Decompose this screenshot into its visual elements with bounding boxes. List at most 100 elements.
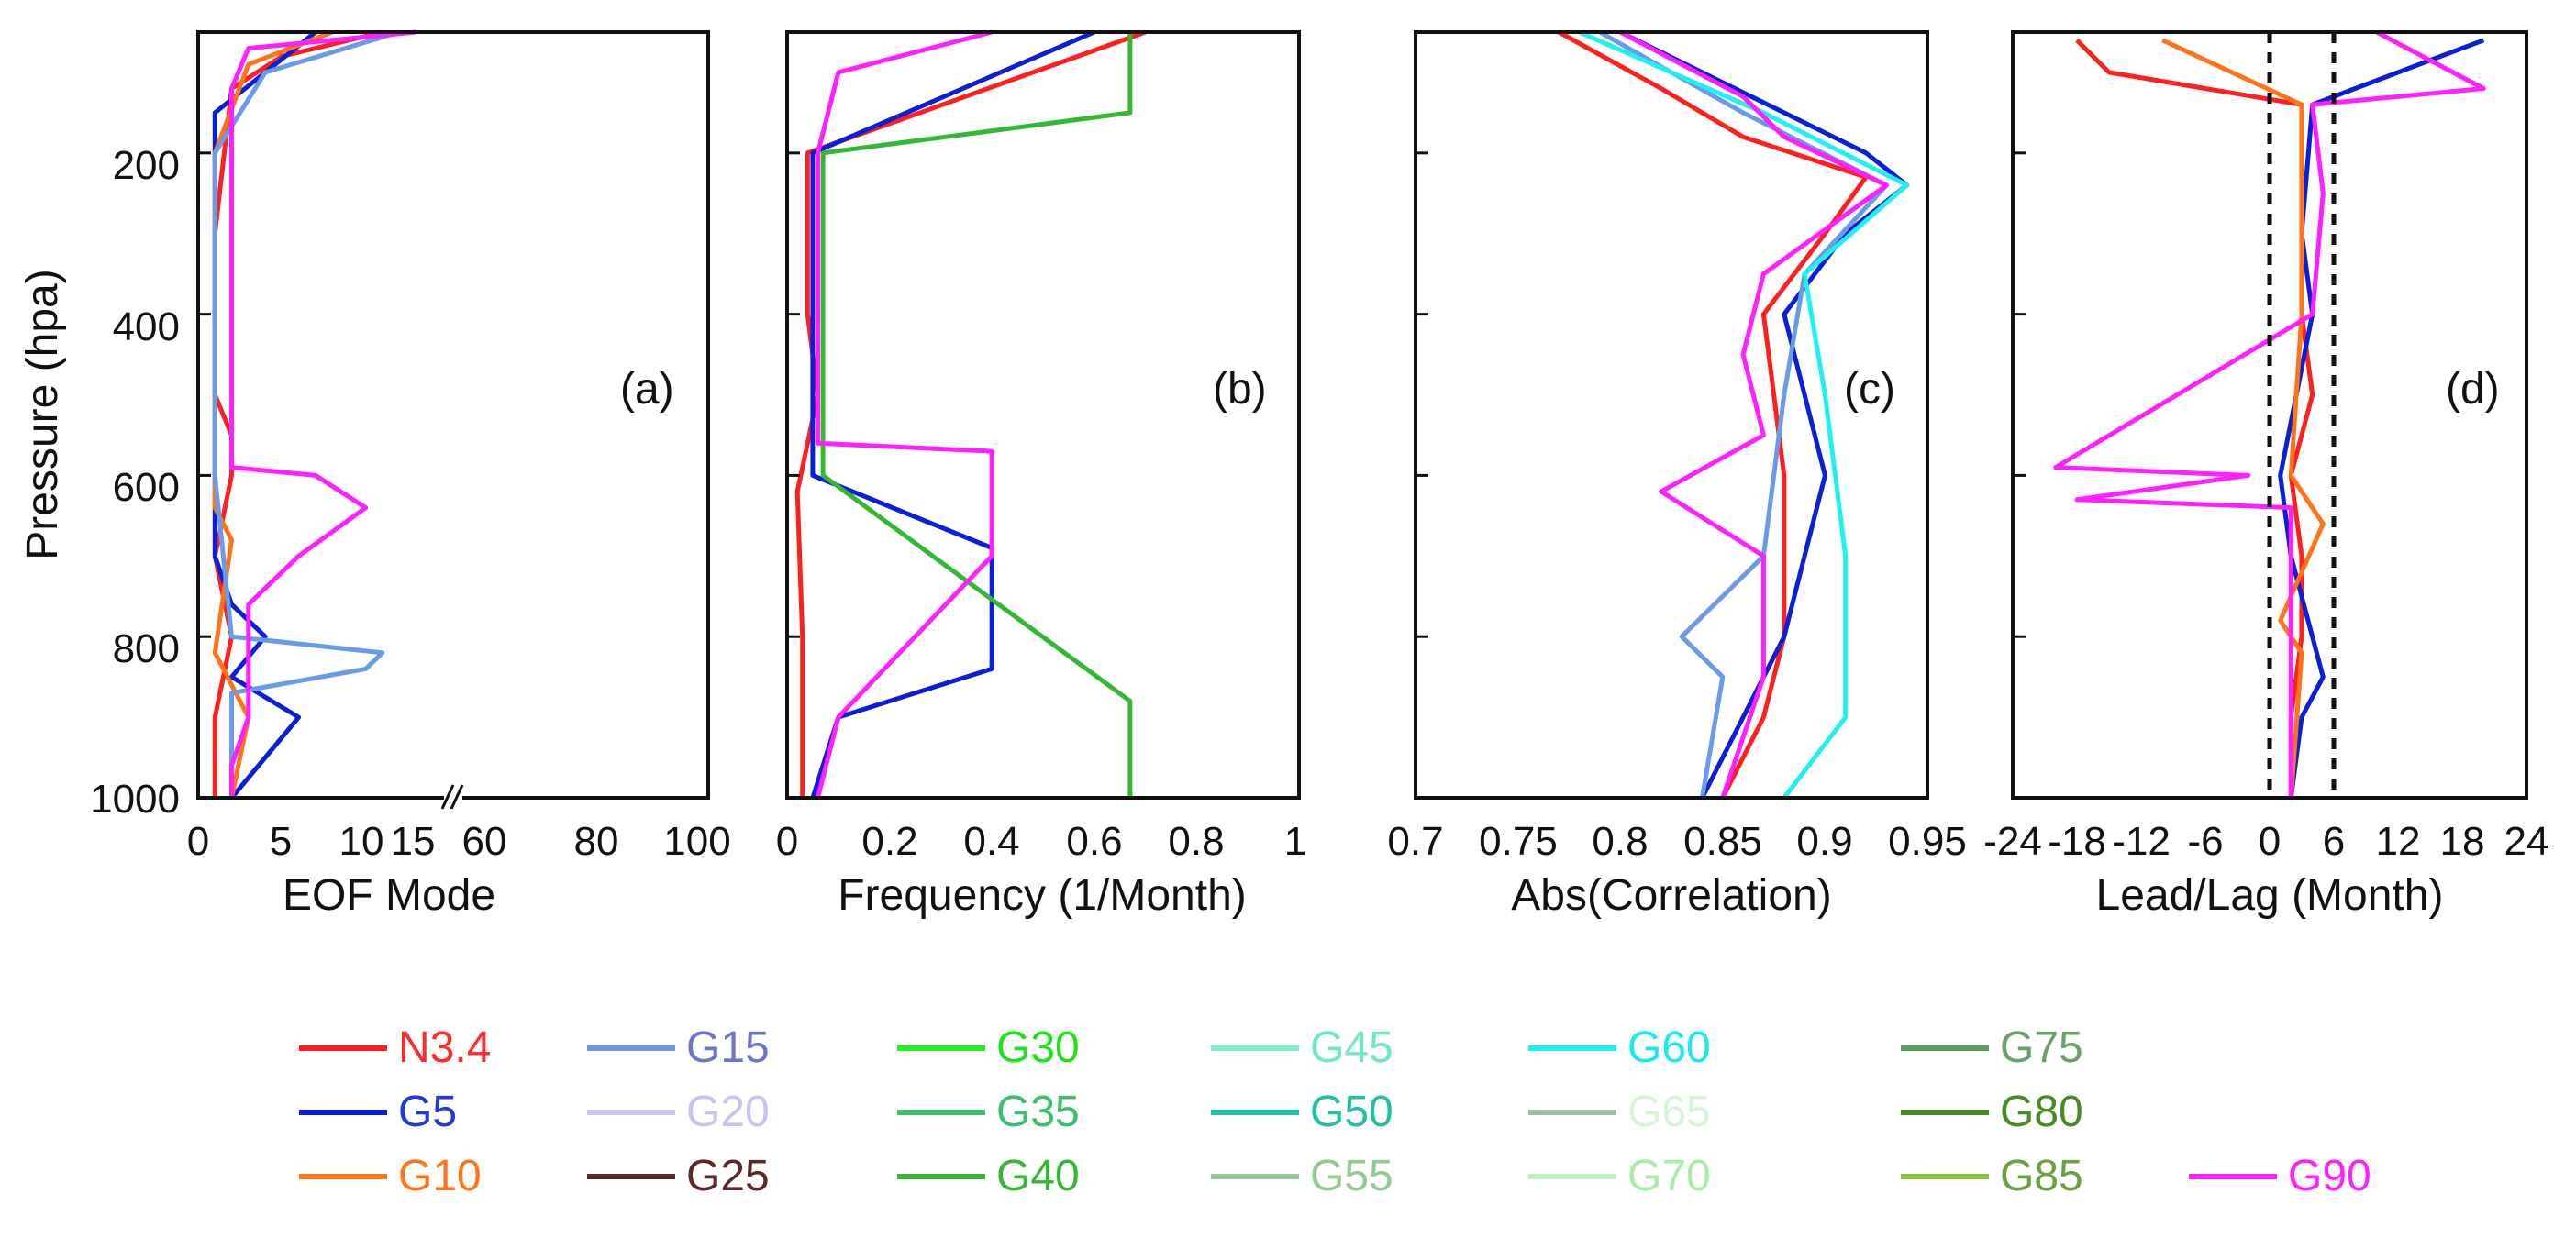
legend-label: G45 (1310, 1023, 1393, 1072)
legend-item-g80: G80 (1901, 1088, 2083, 1136)
xtick-d-18: 18 (2440, 819, 2485, 864)
series-line-d-g5 (2278, 38, 2485, 799)
panel-label-c: (c) (1844, 365, 1895, 414)
legend-label: G15 (686, 1023, 770, 1072)
panel-b: (b) 0 0.2 0.4 0.6 0.8 1 Frequency (1/Mon… (776, 29, 1306, 920)
series-line-c-g90 (1619, 29, 1889, 799)
legend-item-g10: G10 (299, 1152, 482, 1200)
legend-label: G85 (2000, 1152, 2083, 1200)
xtick-a-15: 15 (391, 819, 436, 864)
xtick-d-m6: -6 (2187, 819, 2223, 864)
xtick-d-6: 6 (2323, 819, 2345, 864)
series-line-c-g15 (1598, 29, 1889, 799)
legend-label: G30 (996, 1023, 1080, 1072)
series-line-d-n34 (2075, 39, 2315, 798)
legend-item-g90: G90 (2189, 1152, 2371, 1200)
xtick-c-0.8: 0.8 (1592, 819, 1648, 864)
panel-d: (d) -24 -18 -12 -6 0 6 12 18 24 Lead/Lag… (1983, 29, 2549, 920)
panel-label-a: (a) (620, 365, 674, 414)
ytick-800: 800 (113, 626, 180, 671)
legend-item-g55: G55 (1211, 1152, 1393, 1200)
xtick-d-12: 12 (2376, 819, 2421, 864)
xtick-a-80: 80 (574, 819, 619, 864)
panel-label-b: (b) (1213, 365, 1267, 414)
panel-label-d: (d) (2446, 365, 2500, 414)
x-axis-title-b: Frequency (1/Month) (838, 871, 1247, 920)
legend-item-n34: N3.4 (299, 1023, 491, 1072)
legend-label: G10 (398, 1152, 482, 1200)
xtick-b-0.8: 0.8 (1168, 819, 1224, 864)
ytick-600: 600 (113, 465, 180, 510)
legend-label: G55 (1310, 1152, 1393, 1200)
series-line-b-g90 (816, 29, 994, 799)
xtick-d-0: 0 (2259, 819, 2281, 864)
series-layer-d (2053, 29, 2486, 799)
legend-item-g70: G70 (1528, 1152, 1711, 1200)
xtick-c-0.7: 0.7 (1387, 819, 1443, 864)
xtick-b-0.2: 0.2 (861, 819, 917, 864)
xtick-a-60: 60 (462, 819, 507, 864)
legend-label: G65 (1627, 1088, 1711, 1136)
legend-label: G35 (996, 1088, 1080, 1136)
legend: N3.4 G15 G30 G45 G60 G75 G5 G20 G35 G50 G65 G80 G10 G… (299, 1023, 2371, 1200)
legend-item-g5: G5 (299, 1088, 457, 1136)
series-layer-c (1557, 29, 1910, 800)
axis-break-symbol (440, 784, 464, 811)
xtick-b-1: 1 (1284, 819, 1306, 864)
xtick-a-0: 0 (187, 819, 209, 864)
legend-label: G25 (686, 1152, 770, 1200)
series-line-d-g10 (2161, 38, 2326, 799)
xtick-c-0.85: 0.85 (1683, 819, 1762, 864)
xtick-d-m18: -18 (2048, 819, 2106, 864)
series-line-d-g90 (2053, 29, 2486, 798)
series-layer-b (794, 29, 1147, 799)
ytick-400: 400 (113, 304, 180, 349)
legend-item-g35: G35 (897, 1088, 1080, 1136)
xtick-d-24: 24 (2504, 819, 2549, 864)
plot-frame-b (785, 30, 1301, 800)
xtick-d-m24: -24 (1983, 819, 2042, 864)
series-line-b-n34 (794, 29, 1147, 798)
plot-frame-c (1414, 30, 1929, 800)
xtick-c-0.95: 0.95 (1888, 819, 1967, 864)
legend-label: G5 (398, 1088, 457, 1136)
plot-frame-d (2011, 30, 2528, 800)
xtick-a-10: 10 (339, 819, 384, 864)
legend-item-g60: G60 (1528, 1023, 1711, 1072)
x-axis-title-a: EOF Mode (283, 871, 495, 920)
series-line-b-g40 (820, 32, 1133, 798)
legend-item-g20: G20 (587, 1088, 770, 1136)
legend-item-g30: G30 (897, 1023, 1080, 1072)
legend-label: G60 (1627, 1023, 1711, 1072)
legend-label: G70 (1627, 1152, 1711, 1200)
legend-label: N3.4 (398, 1023, 491, 1072)
legend-label: G90 (2288, 1152, 2371, 1200)
legend-label: G75 (2000, 1023, 2083, 1072)
xtick-b-0: 0 (776, 819, 798, 864)
legend-item-g65: G65 (1528, 1088, 1711, 1136)
y-axis-title: Pressure (hpa) (18, 269, 67, 559)
xtick-b-0.4: 0.4 (963, 819, 1019, 864)
xtick-b-0.6: 0.6 (1066, 819, 1122, 864)
series-line-c-n34 (1557, 29, 1869, 800)
legend-label: G40 (996, 1152, 1080, 1200)
xtick-a-100: 100 (663, 819, 730, 864)
legend-item-g15: G15 (587, 1023, 770, 1072)
legend-label: G80 (2000, 1088, 2083, 1136)
series-line-a-g90 (229, 29, 416, 798)
xtick-d-m12: -12 (2112, 819, 2171, 864)
panel-c: (c) 0.7 0.75 0.8 0.85 0.9 0.95 Abs(Corre… (1387, 29, 1967, 920)
panel-a: (a) 200 400 600 800 1000 Pressure (hpa) … (18, 29, 731, 920)
xtick-c-0.75: 0.75 (1479, 819, 1558, 864)
legend-item-g25: G25 (587, 1152, 770, 1200)
series-layer-a (212, 29, 416, 800)
xtick-c-0.9: 0.9 (1796, 819, 1852, 864)
x-axis-title-c: Abs(Correlation) (1511, 871, 1831, 920)
x-axis-title-d: Lead/Lag (Month) (2096, 871, 2444, 920)
legend-item-g45: G45 (1211, 1023, 1393, 1072)
legend-item-g50: G50 (1211, 1088, 1393, 1136)
legend-item-g85: G85 (1901, 1152, 2083, 1200)
legend-label: G20 (686, 1088, 770, 1136)
ytick-200: 200 (113, 143, 180, 188)
